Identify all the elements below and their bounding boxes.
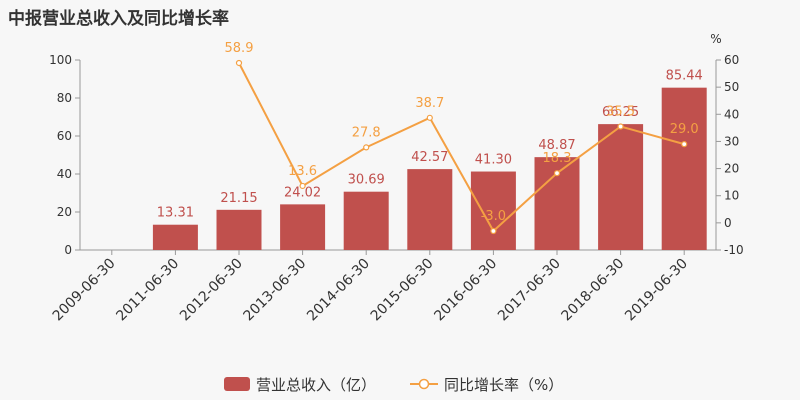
growth-value-label: -3.0	[481, 209, 506, 224]
growth-point	[617, 123, 624, 130]
growth-point	[553, 170, 561, 177]
y-left-tick-label: 0	[64, 243, 72, 257]
x-tick-label: 2017-06-30	[495, 256, 564, 325]
growth-value-label: 27.8	[352, 125, 381, 140]
growth-point	[681, 141, 688, 148]
chart-title: 中报营业总收入及同比增长率	[8, 9, 229, 29]
growth-line	[238, 62, 685, 233]
growth-point	[426, 114, 433, 121]
y-right-tick-label: 30	[724, 134, 739, 148]
y-right-tick-label: -10	[724, 243, 744, 257]
growth-value-label: 38.7	[415, 96, 444, 111]
legend-line-marker	[418, 378, 430, 390]
x-tick-label: 2019-06-30	[622, 256, 691, 325]
y-right-tick-label: 60	[724, 53, 739, 67]
x-tick-label: 2011-06-30	[113, 256, 182, 325]
y-right-tick-label: 20	[724, 162, 739, 176]
legend-line-label: 同比增长率（%）	[444, 376, 563, 394]
bar-value-label: 21.15	[220, 191, 257, 206]
x-tick-label: 2012-06-30	[177, 256, 246, 325]
growth-value-label: 29.0	[670, 122, 699, 137]
x-tick-label: 2015-06-30	[368, 256, 437, 325]
growth-value-label: 35.5	[606, 105, 635, 120]
y-right-tick-label: 50	[724, 80, 739, 94]
bar-value-label: 13.31	[157, 206, 194, 221]
x-tick-label: 2013-06-30	[241, 256, 310, 325]
bar-value-label: 42.57	[411, 150, 448, 165]
y-left-tick-label: 20	[57, 205, 72, 219]
bar-value-label: 24.02	[284, 185, 321, 200]
bar	[280, 204, 326, 250]
y-left-tick-label: 40	[57, 167, 72, 181]
y-left-tick-label: 60	[57, 129, 72, 143]
bar	[343, 191, 389, 250]
x-tick-label: 2014-06-30	[304, 256, 373, 325]
bar-value-label: 41.30	[475, 153, 512, 168]
x-tick-label: 2009-06-30	[50, 256, 119, 325]
legend-bar-swatch	[224, 377, 250, 391]
y-right-tick-label: 10	[724, 189, 739, 203]
y-left-tick-label: 80	[57, 91, 72, 105]
growth-point	[299, 182, 306, 190]
y-left-tick-label: 100	[49, 53, 72, 67]
x-tick-label: 2018-06-30	[559, 256, 628, 325]
growth-value-label: 18.3	[543, 151, 572, 166]
growth-point	[235, 59, 243, 67]
bar	[152, 224, 198, 250]
y-right-unit: %	[710, 32, 721, 46]
growth-point	[363, 144, 370, 151]
bar	[407, 169, 453, 250]
bar	[661, 87, 707, 250]
bar-value-label: 85.44	[666, 69, 703, 84]
bar-value-label: 66.25	[602, 105, 639, 120]
x-tick-label: 2016-06-30	[431, 256, 500, 325]
y-right-tick-label: 40	[724, 107, 739, 121]
growth-value-label: 13.6	[288, 164, 317, 179]
legend-bar-label: 营业总收入（亿）	[256, 376, 376, 394]
bar-value-label: 48.87	[538, 138, 575, 153]
bar	[216, 209, 262, 250]
bar-value-label: 30.69	[348, 173, 385, 188]
growth-value-label: 58.9	[225, 41, 254, 56]
growth-point	[490, 227, 497, 235]
y-right-tick-label: 0	[724, 216, 732, 230]
bar	[470, 171, 516, 250]
bar	[598, 124, 644, 250]
